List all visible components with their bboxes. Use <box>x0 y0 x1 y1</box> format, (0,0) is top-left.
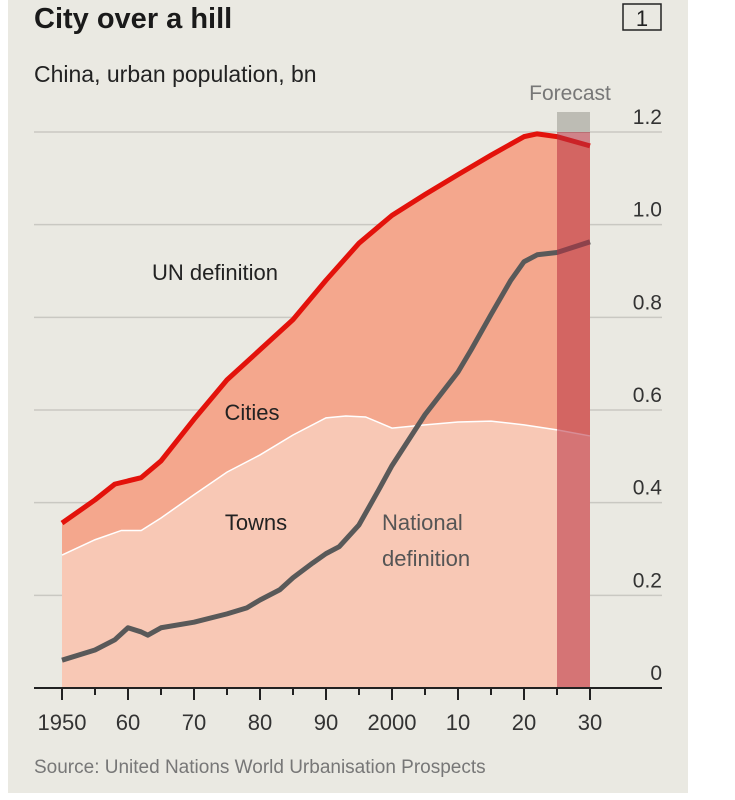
y-tick-label: 0 <box>650 662 662 685</box>
y-tick-label: 0.6 <box>633 384 662 407</box>
forecast-header-bar <box>557 112 590 133</box>
x-tick-label: 2000 <box>368 710 417 735</box>
label-un-definition: UN definition <box>152 260 278 285</box>
chart-number: 1 <box>636 6 648 31</box>
x-tick-label: 1950 <box>38 710 87 735</box>
chart-title: City over a hill <box>34 3 232 35</box>
y-tick-label: 0.8 <box>633 291 662 314</box>
forecast-shading <box>557 132 590 688</box>
towns-cities-boundary <box>61 415 591 556</box>
national-definition-line <box>61 239 591 663</box>
label-national-line1: National <box>382 510 463 535</box>
y-tick-label: 0.2 <box>633 569 662 592</box>
x-tick-label: 80 <box>248 710 272 735</box>
label-cities: Cities <box>224 400 279 425</box>
y-tick-label: 1.0 <box>633 199 662 222</box>
y-tick-label: 1.2 <box>633 106 662 129</box>
chart-number-badge <box>622 3 662 31</box>
chart-subtitle: China, urban population, bn <box>34 61 317 87</box>
x-tick-label: 60 <box>116 710 140 735</box>
x-tick-label: 30 <box>578 710 602 735</box>
un-definition-line <box>60 131 591 526</box>
x-tick-label: 20 <box>512 710 536 735</box>
x-tick-label: 70 <box>182 710 206 735</box>
source-note: Source: United Nations World Urbanisatio… <box>34 757 486 778</box>
label-towns: Towns <box>225 510 287 535</box>
y-tick-label: 0.4 <box>633 477 663 500</box>
label-national-line2: definition <box>382 546 470 571</box>
forecast-label: Forecast <box>529 82 611 105</box>
x-tick-label: 90 <box>314 710 338 735</box>
x-tick-label: 10 <box>446 710 470 735</box>
